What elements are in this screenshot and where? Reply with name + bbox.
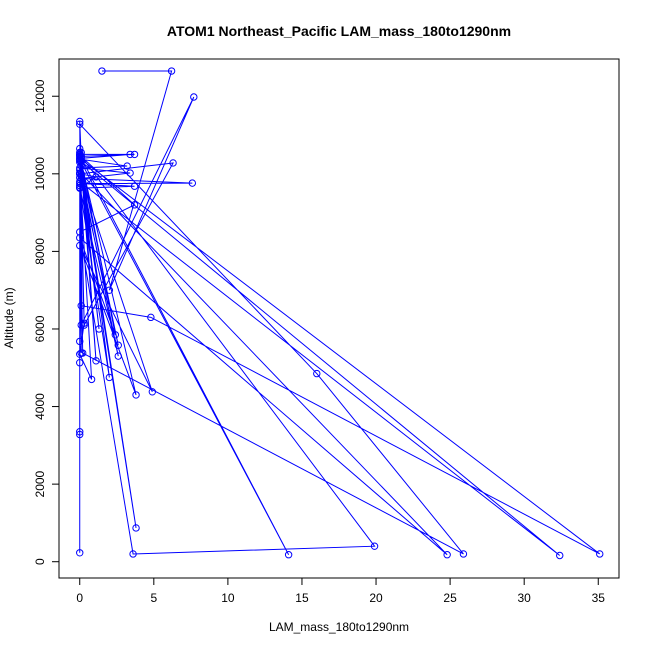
data-point — [80, 321, 88, 329]
data-point — [76, 228, 84, 236]
data-point — [459, 550, 468, 558]
x-tick-label: 25 — [443, 591, 457, 605]
data-point — [76, 549, 84, 557]
y-tick-label: 0 — [33, 558, 47, 565]
y-axis-label: Altitude (m) — [2, 287, 16, 348]
data-point — [77, 148, 85, 157]
data-point — [111, 331, 120, 339]
data-point — [313, 369, 321, 378]
x-axis: 0 5 10 15 20 25 30 35 — [76, 577, 606, 605]
data-point — [80, 319, 88, 327]
data-point — [114, 352, 122, 360]
data-point — [87, 375, 96, 384]
data-point — [76, 144, 84, 153]
data-point — [92, 357, 100, 365]
data-point — [77, 302, 85, 310]
y-tick-label: 12000 — [33, 79, 47, 113]
data-point — [77, 349, 85, 357]
data-point — [188, 179, 197, 187]
y-axis: 0 2000 4000 6000 8000 10000 12000 — [33, 79, 60, 565]
plot-area — [58, 58, 620, 579]
data-point — [370, 542, 379, 550]
data-point — [105, 286, 114, 294]
data-point — [76, 120, 84, 128]
x-tick-label: 30 — [518, 591, 532, 605]
data-point — [190, 93, 198, 101]
chart-title: ATOM1 Northeast_Pacific LAM_mass_180to12… — [167, 23, 511, 39]
y-tick-label: 10000 — [33, 157, 47, 191]
y-tick-label: 4000 — [33, 393, 47, 420]
x-tick-label: 5 — [150, 591, 157, 605]
data-point — [76, 234, 84, 242]
data-point — [167, 67, 176, 75]
y-tick-label: 6000 — [33, 315, 47, 342]
data-point — [76, 174, 84, 182]
data-point — [114, 341, 122, 349]
data-point — [76, 158, 84, 166]
data-point — [76, 241, 84, 250]
data-point — [596, 550, 604, 558]
data-point — [76, 359, 84, 367]
data-point — [443, 551, 451, 559]
data-point — [76, 166, 84, 174]
data-point — [76, 170, 84, 178]
data-point — [126, 150, 134, 159]
data-point — [129, 550, 137, 558]
x-tick-label: 20 — [369, 591, 383, 605]
series-layer — [76, 67, 604, 560]
data-point — [76, 337, 84, 346]
x-tick-label: 10 — [221, 591, 235, 605]
data-point — [130, 201, 139, 209]
data-point — [92, 173, 100, 181]
data-point — [77, 162, 85, 170]
data-point — [105, 373, 114, 382]
data-point — [76, 152, 84, 161]
data-point — [130, 182, 139, 190]
data-point — [76, 181, 84, 190]
data-point — [132, 524, 140, 532]
data-point — [132, 391, 140, 399]
x-tick-label: 35 — [592, 591, 606, 605]
data-point — [284, 551, 293, 559]
x-axis-label: LAM_mass_180to1290nm — [269, 620, 409, 634]
y-tick-label: 2000 — [33, 470, 47, 497]
series-line — [78, 70, 601, 556]
data-point — [76, 179, 84, 188]
data-point — [76, 428, 84, 436]
x-tick-label: 15 — [295, 591, 309, 605]
data-point — [98, 67, 106, 75]
data-point — [130, 150, 139, 159]
data-point — [76, 430, 84, 439]
data-point — [76, 350, 84, 358]
data-point — [556, 551, 564, 560]
data-point — [76, 183, 84, 192]
data-point — [148, 388, 157, 396]
data-point — [95, 325, 103, 333]
data-point — [147, 313, 155, 322]
data-point — [76, 117, 84, 126]
y-tick-label: 8000 — [33, 238, 47, 265]
data-point — [123, 162, 131, 170]
data-point — [126, 169, 134, 177]
data-point — [169, 159, 177, 167]
x-tick-label: 0 — [76, 591, 83, 605]
